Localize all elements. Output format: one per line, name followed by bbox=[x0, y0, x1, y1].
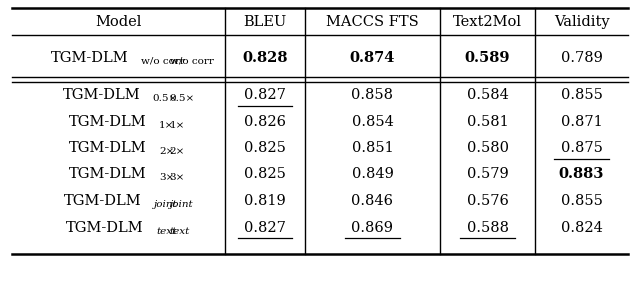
Text: w/o corr: w/o corr bbox=[170, 57, 214, 66]
Text: 0.581: 0.581 bbox=[467, 115, 508, 129]
Text: 0.825: 0.825 bbox=[244, 168, 286, 181]
Text: TGM-DLM: TGM-DLM bbox=[64, 194, 141, 208]
Text: TGM-DLM: TGM-DLM bbox=[69, 141, 147, 155]
Text: 0.827: 0.827 bbox=[244, 88, 286, 102]
Text: 2×: 2× bbox=[159, 147, 175, 156]
Text: 0.849: 0.849 bbox=[351, 168, 394, 181]
Text: 0.819: 0.819 bbox=[244, 194, 286, 208]
Text: TGM-DLM: TGM-DLM bbox=[66, 220, 144, 235]
Text: 3×: 3× bbox=[159, 173, 175, 182]
Text: 0.869: 0.869 bbox=[351, 220, 394, 235]
Text: w/o corr: w/o corr bbox=[141, 57, 185, 66]
Text: 0.846: 0.846 bbox=[351, 194, 394, 208]
Text: Text2Mol: Text2Mol bbox=[453, 15, 522, 29]
Text: text: text bbox=[170, 227, 190, 236]
Text: 0.588: 0.588 bbox=[467, 220, 509, 235]
Text: 0.855: 0.855 bbox=[561, 194, 602, 208]
Text: 0.874: 0.874 bbox=[350, 51, 395, 65]
Text: 1×: 1× bbox=[159, 121, 175, 129]
Text: Model: Model bbox=[95, 15, 141, 29]
Text: 0.5×: 0.5× bbox=[170, 94, 195, 103]
Text: TGM-DLM: TGM-DLM bbox=[63, 88, 141, 102]
Text: BLEU: BLEU bbox=[243, 15, 287, 29]
Text: TGM-DLM: TGM-DLM bbox=[51, 51, 129, 65]
Text: TGM-DLM: TGM-DLM bbox=[69, 115, 147, 129]
Text: 0.858: 0.858 bbox=[351, 88, 394, 102]
Text: 0.825: 0.825 bbox=[244, 141, 286, 155]
Text: 2×: 2× bbox=[170, 147, 185, 156]
Text: text: text bbox=[156, 227, 176, 236]
Text: joint: joint bbox=[154, 200, 177, 209]
Text: 0.875: 0.875 bbox=[561, 141, 602, 155]
Text: joint: joint bbox=[170, 200, 193, 209]
Text: 0.871: 0.871 bbox=[561, 115, 602, 129]
Text: 0.579: 0.579 bbox=[467, 168, 508, 181]
Text: 3×: 3× bbox=[170, 173, 185, 182]
Text: MACCS FTS: MACCS FTS bbox=[326, 15, 419, 29]
Text: TGM-DLM: TGM-DLM bbox=[69, 168, 147, 181]
Text: 0.826: 0.826 bbox=[244, 115, 286, 129]
Text: 0.789: 0.789 bbox=[561, 51, 602, 65]
Text: Validity: Validity bbox=[554, 15, 609, 29]
Text: 0.855: 0.855 bbox=[561, 88, 602, 102]
Text: 0.854: 0.854 bbox=[351, 115, 394, 129]
Text: 0.824: 0.824 bbox=[561, 220, 602, 235]
Text: 0.851: 0.851 bbox=[351, 141, 394, 155]
Text: 0.589: 0.589 bbox=[465, 51, 510, 65]
Text: 0.5×: 0.5× bbox=[153, 94, 178, 103]
Text: 0.584: 0.584 bbox=[467, 88, 508, 102]
Text: 0.827: 0.827 bbox=[244, 220, 286, 235]
Text: 1×: 1× bbox=[170, 121, 185, 129]
Text: 0.883: 0.883 bbox=[559, 168, 604, 181]
Text: 0.828: 0.828 bbox=[243, 51, 288, 65]
Text: 0.576: 0.576 bbox=[467, 194, 508, 208]
Text: 0.580: 0.580 bbox=[467, 141, 509, 155]
